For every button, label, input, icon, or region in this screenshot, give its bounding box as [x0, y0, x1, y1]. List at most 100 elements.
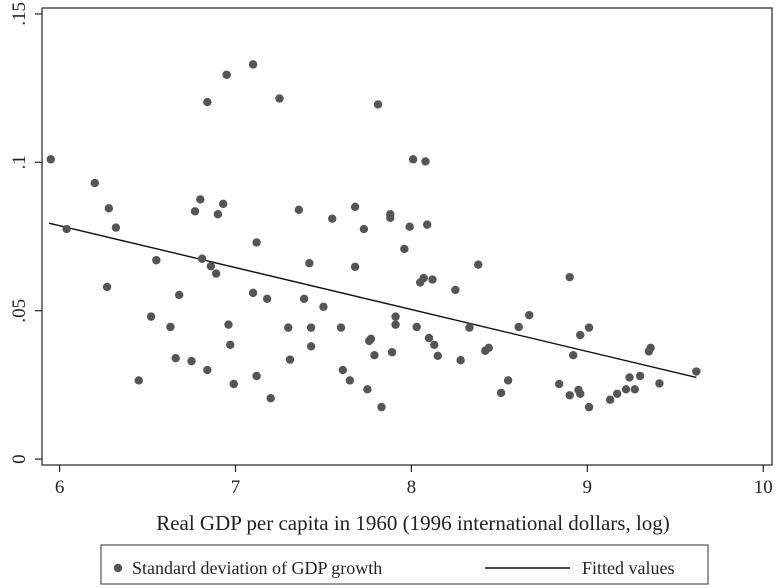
- data-point: [284, 323, 293, 332]
- data-point: [345, 376, 355, 385]
- data-point: [218, 199, 228, 209]
- data-point: [226, 340, 235, 350]
- data-point: [423, 220, 432, 229]
- legend-label-points: Standard deviation of GDP growth: [132, 558, 382, 578]
- data-point: [146, 312, 156, 321]
- data-point: [359, 224, 369, 234]
- x-tick-label: 7: [231, 477, 241, 498]
- data-point: [584, 323, 594, 332]
- data-point: [377, 402, 386, 412]
- plot-area: [46, 60, 701, 412]
- data-point: [366, 334, 376, 344]
- data-point: [294, 205, 304, 214]
- axes: 6 7 8 9 10 0 .05 .1 .15: [9, 2, 773, 498]
- data-point: [248, 288, 258, 298]
- data-point: [613, 389, 622, 398]
- data-point: [525, 310, 534, 320]
- x-tick-label: 8: [407, 477, 417, 498]
- x-axis-title: Real GDP per capita in 1960 (1996 intern…: [156, 511, 670, 535]
- data-point: [370, 351, 379, 360]
- data-point: [373, 100, 383, 109]
- data-point: [266, 394, 275, 403]
- data-point: [428, 275, 437, 284]
- data-point: [62, 224, 71, 234]
- x-tick-label: 10: [754, 477, 773, 498]
- data-point: [400, 244, 409, 254]
- data-point: [386, 213, 395, 223]
- data-point: [299, 294, 309, 304]
- data-point: [350, 202, 360, 212]
- data-point: [229, 379, 238, 389]
- legend: Standard deviation of GDP growth Fitted …: [100, 544, 709, 585]
- y-tick-label: .05: [9, 299, 30, 323]
- x-tick-label: 9: [583, 477, 593, 498]
- data-point: [104, 204, 114, 213]
- data-point: [222, 70, 231, 79]
- data-point: [424, 333, 434, 343]
- data-point: [621, 385, 631, 394]
- data-point: [503, 376, 513, 385]
- data-point: [213, 210, 223, 219]
- data-point: [625, 373, 634, 382]
- data-point: [412, 322, 421, 332]
- data-point: [565, 272, 574, 282]
- legend-box: [100, 544, 709, 585]
- data-point: [305, 259, 314, 268]
- y-tick-label: .15: [9, 2, 30, 26]
- data-point: [262, 294, 272, 304]
- data-point: [338, 365, 347, 375]
- data-point: [166, 322, 175, 332]
- data-point: [630, 385, 639, 394]
- data-point: [275, 94, 284, 103]
- legend-label-line: Fitted values: [582, 558, 675, 578]
- data-point: [430, 340, 439, 350]
- data-point: [46, 155, 55, 164]
- data-point: [421, 157, 430, 166]
- data-point: [465, 323, 474, 332]
- data-point: [206, 261, 216, 271]
- data-point: [408, 155, 418, 164]
- data-point: [203, 97, 212, 107]
- data-point: [474, 260, 483, 269]
- fitted-line: [48, 222, 697, 379]
- data-point: [285, 355, 295, 364]
- data-point: [569, 351, 578, 360]
- data-point: [190, 207, 200, 216]
- data-point: [584, 402, 594, 412]
- data-point: [196, 195, 205, 204]
- data-point: [655, 379, 664, 388]
- data-point: [197, 254, 207, 263]
- data-point: [565, 391, 574, 400]
- x-tick-label: 6: [55, 477, 65, 498]
- data-point: [484, 343, 493, 352]
- data-point: [350, 262, 360, 271]
- data-point: [635, 371, 645, 381]
- data-point: [496, 388, 506, 398]
- data-point: [391, 312, 400, 321]
- data-point: [391, 320, 400, 329]
- data-point: [211, 269, 221, 278]
- data-point: [152, 256, 161, 265]
- data-point: [692, 367, 701, 376]
- data-point: [646, 343, 655, 352]
- data-point: [419, 273, 428, 283]
- data-point: [111, 223, 121, 232]
- data-point: [252, 238, 261, 247]
- data-point: [451, 285, 460, 295]
- data-point: [306, 342, 316, 351]
- data-point: [224, 320, 233, 329]
- data-point: [319, 302, 328, 312]
- data-point: [405, 222, 414, 231]
- data-point: [203, 365, 212, 375]
- plot-frame: [41, 7, 773, 466]
- data-point: [328, 214, 337, 223]
- data-point: [605, 395, 615, 404]
- y-tick-label: 0: [9, 454, 30, 464]
- data-point: [514, 322, 523, 332]
- data-point: [363, 385, 372, 394]
- data-point: [336, 323, 346, 332]
- data-point: [171, 353, 180, 363]
- data-point: [90, 178, 99, 188]
- data-point: [576, 330, 585, 340]
